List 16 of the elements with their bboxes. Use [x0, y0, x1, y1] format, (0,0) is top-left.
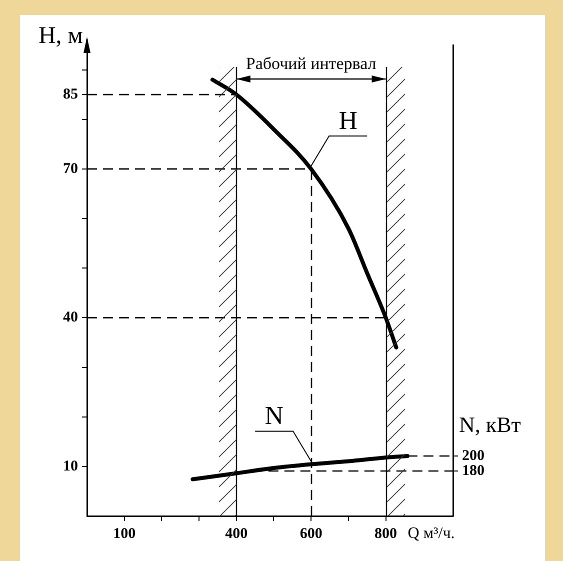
- y-tick-label: 85: [63, 86, 78, 102]
- y2-tick-label: 180: [462, 462, 484, 479]
- x-tick-label: 600: [300, 526, 322, 542]
- x-tick-label: 100: [113, 526, 136, 542]
- y-tick-label: 40: [63, 310, 78, 326]
- x-axis-title: Q м³/ч.: [408, 525, 455, 542]
- x-tick-label: 800: [374, 526, 398, 542]
- y-axis-title: H, м: [38, 23, 83, 49]
- series-label: H: [338, 106, 358, 135]
- series-label: N: [264, 401, 284, 430]
- x-tick-label: 400: [225, 526, 248, 542]
- y2-axis-title: N, кВт: [459, 412, 522, 437]
- y2-tick-label: 200: [462, 448, 484, 464]
- y-tick-label: 70: [63, 160, 78, 177]
- y-tick-label: 10: [63, 458, 78, 474]
- annotation: Рабочий интервал: [246, 54, 377, 73]
